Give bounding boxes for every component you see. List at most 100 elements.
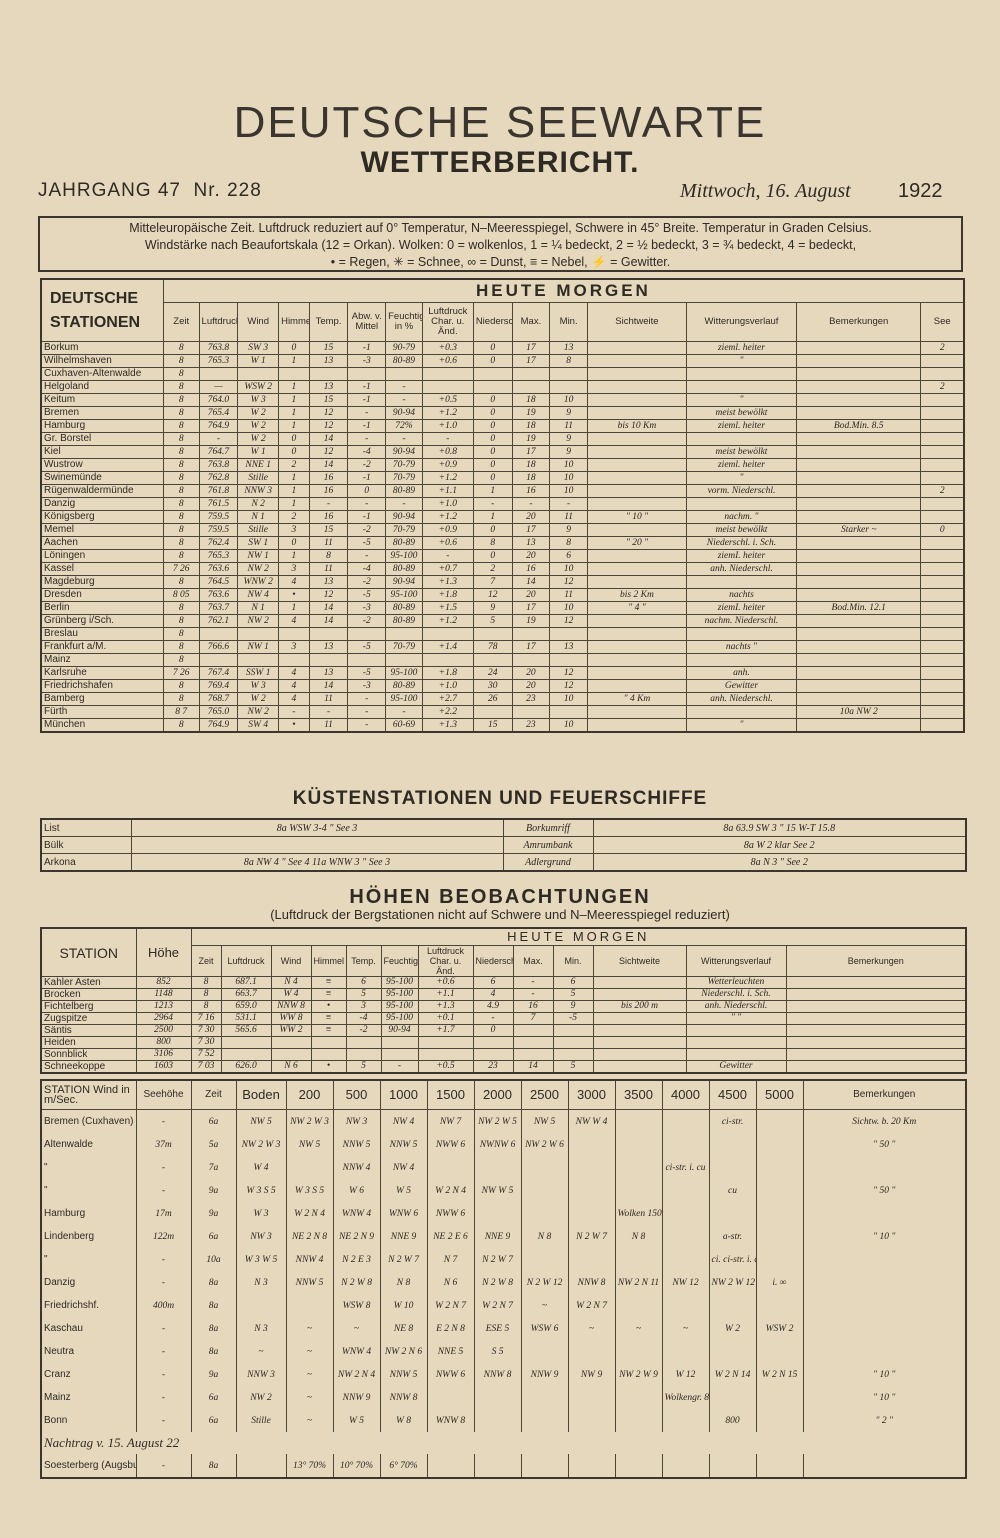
- cell: [592, 1012, 687, 1025]
- cell: NW 2 W 6: [520, 1133, 569, 1156]
- cell: 0: [472, 341, 513, 355]
- cell: [685, 627, 798, 641]
- cell: S 5: [473, 1340, 522, 1363]
- cell: Gewitter: [685, 679, 798, 693]
- cell: [920, 679, 965, 693]
- cell: -: [135, 1409, 192, 1432]
- cell: Niederschl. i. Sch.: [685, 536, 798, 550]
- cell: 8: [190, 988, 222, 1001]
- cell: +2.7: [421, 692, 474, 706]
- mountain-table: STATION Höhe HEUTE MORGEN Zeit Luftdruck Wind…: [40, 927, 967, 1074]
- cell: 8a NW 4 " See 4 11a WNW 3 " See 3: [130, 853, 504, 872]
- cell: [920, 419, 965, 433]
- legend-line: • = Regen, ✳ = Schnee, ∞ = Dunst, ≡ = Ne…: [330, 255, 671, 269]
- column-header: See: [920, 302, 965, 342]
- issue: JAHRGANG 47 Nr. 228: [38, 180, 262, 202]
- cell: [920, 432, 965, 446]
- cell: 30: [472, 679, 513, 693]
- cell: 16: [308, 510, 349, 524]
- cell: 687.1: [220, 976, 272, 989]
- cell: NE 8: [379, 1317, 428, 1340]
- cell: +1.0: [421, 419, 474, 433]
- cell: [473, 1156, 522, 1179]
- column-header: Min.: [549, 302, 588, 342]
- cell: 13: [549, 341, 588, 355]
- cell: [567, 1156, 616, 1179]
- cell: 5: [552, 1060, 594, 1074]
- row: Kahler Asten 852 8 687.1 N 4 ≡ 6 95-100 +0.6 6-6 W…: [40, 976, 967, 989]
- cell: 13: [511, 536, 551, 550]
- station-name: Berlin: [40, 601, 164, 615]
- cell: 17: [511, 640, 551, 654]
- column-header: Abw. v. Mittel: [347, 302, 387, 342]
- cell: -: [511, 497, 551, 511]
- cell: 15: [308, 341, 349, 355]
- cell: -: [347, 718, 387, 733]
- cell: 18: [511, 471, 551, 485]
- cell: W 5: [332, 1409, 381, 1432]
- cell: NW 2 N 4: [332, 1363, 381, 1386]
- cell: NNW 8: [379, 1386, 428, 1409]
- cell: -3: [347, 601, 387, 615]
- subtitle: WETTERBERICHT.: [360, 146, 640, 179]
- cell: ~: [520, 1294, 569, 1317]
- cell: -4: [345, 1012, 382, 1025]
- cell: 8: [162, 497, 200, 511]
- row: List 8a WSW 3-4 " See 3 Borkumriff 8a 63.9 …: [40, 818, 967, 837]
- cell: NW 2 W 3: [285, 1109, 334, 1133]
- cell: [270, 1036, 312, 1049]
- cell: 9: [549, 406, 588, 420]
- cell: [310, 1048, 347, 1061]
- cell: ≡: [310, 976, 347, 989]
- cell: " 50 ": [802, 1133, 967, 1156]
- cell: i. ∞: [755, 1271, 804, 1294]
- cell: WSW 8: [332, 1294, 381, 1317]
- cell: 2500: [135, 1024, 192, 1037]
- column-header: Witterungsverlauf: [685, 945, 787, 977]
- cell: 95-100: [380, 1012, 419, 1025]
- cell: [796, 341, 922, 355]
- cell: 11: [549, 510, 588, 524]
- cell: [520, 1409, 569, 1432]
- column-header: 1000: [379, 1079, 428, 1110]
- cell: [520, 1179, 569, 1202]
- row: Wilhelmshaven 8 765.3 W 1 1 13 -3 80-89 +0.6 0 17 8…: [40, 354, 965, 368]
- cell: W 5: [379, 1179, 428, 1202]
- cell: 13: [308, 380, 349, 394]
- station-label: STATION: [40, 927, 137, 977]
- cell: NNW 8: [270, 1000, 312, 1013]
- cell: [614, 1294, 663, 1317]
- cell: [796, 536, 922, 550]
- cell: ~: [285, 1363, 334, 1386]
- cell: [796, 588, 922, 602]
- cell: 7 03: [190, 1060, 222, 1074]
- cell: 6a: [190, 1109, 237, 1133]
- cell: W 2 N 4: [285, 1202, 334, 1225]
- cell: [920, 562, 965, 576]
- cell: 8: [162, 367, 200, 381]
- cell: NNW 8: [473, 1363, 522, 1386]
- cell: W 2 N 7: [567, 1294, 616, 1317]
- cell: [785, 1000, 967, 1013]
- cell: [587, 484, 687, 498]
- cell: ": [685, 393, 798, 407]
- cell: 8: [162, 380, 200, 394]
- cell: NNE 1: [237, 458, 280, 472]
- title: DEUTSCHE SEEWARTE: [233, 98, 767, 147]
- cell: +1.3: [421, 718, 474, 733]
- cell: [802, 1248, 967, 1271]
- cell: [796, 432, 922, 446]
- cell: NW 4: [237, 588, 280, 602]
- cell: [587, 341, 687, 355]
- column-header: Niederschlag: [472, 945, 514, 977]
- station-label: STATION Wind in m/Sec.: [40, 1079, 137, 1110]
- cell: [472, 1036, 514, 1049]
- row: München 8 764.9 SW 4 • 11-60-69 +1.3 15 23 10 ": [40, 718, 965, 733]
- cell: 16: [512, 1000, 554, 1013]
- cell: 762.4: [198, 536, 239, 550]
- column-header: Luftdruck Char. u. Änd.: [421, 302, 474, 342]
- column-header: Max.: [512, 945, 554, 977]
- column-header: 3000: [567, 1079, 616, 1110]
- cell: +1.2: [421, 614, 474, 628]
- cell: 10: [549, 718, 588, 733]
